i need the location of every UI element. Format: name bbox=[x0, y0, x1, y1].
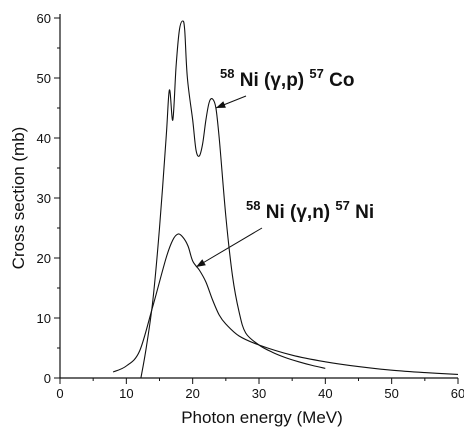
y-tick-label-10: 10 bbox=[37, 311, 51, 326]
y-tick-label-50: 50 bbox=[37, 71, 51, 86]
axes bbox=[59, 14, 458, 379]
annotation-gamma-p-product-mass: 57 bbox=[309, 66, 323, 81]
x-axis-title: Photon energy (MeV) bbox=[181, 408, 343, 427]
y-tick-label-30: 30 bbox=[37, 191, 51, 206]
x-tick-label-20: 20 bbox=[185, 386, 199, 401]
arrow-head-0 bbox=[215, 101, 226, 108]
series-lines bbox=[112, 20, 459, 379]
y-tick-label-40: 40 bbox=[37, 131, 51, 146]
ticks: 0 10 20 30 40 50 60 0 10 20 30 40 50 60 bbox=[37, 11, 464, 401]
series-line-1 bbox=[112, 233, 459, 375]
x-tick-label-40: 40 bbox=[318, 386, 332, 401]
annotation-gamma-p-product: Co bbox=[329, 70, 354, 91]
y-tick-label-60: 60 bbox=[37, 11, 51, 26]
x-tick-label-0: 0 bbox=[56, 386, 63, 401]
y-tick-label-0: 0 bbox=[44, 371, 51, 386]
annotation-arrows bbox=[195, 95, 263, 268]
arrow-line-1 bbox=[195, 227, 263, 268]
annotation-gamma-p-reaction: (γ,p) bbox=[264, 70, 304, 91]
annotation-gamma-n-product-mass: 57 bbox=[335, 198, 349, 213]
svg-text:58 Ni (γ,p): 58 Ni (γ,p) 57 Co bbox=[220, 62, 355, 91]
x-tick-label-10: 10 bbox=[119, 386, 133, 401]
y-tick-label-20: 20 bbox=[37, 251, 51, 266]
x-tick-label-30: 30 bbox=[252, 386, 266, 401]
annotation-gamma-n-element: Ni bbox=[266, 202, 285, 223]
arrow-head-1 bbox=[195, 259, 206, 267]
y-axis-title: Cross section (mb) bbox=[9, 127, 28, 270]
x-tick-label-50: 50 bbox=[384, 386, 398, 401]
annotation-gamma-n-mass: 58 bbox=[246, 198, 260, 213]
annotation-gamma-n-reaction: (γ,n) bbox=[290, 202, 330, 223]
annotation-gamma-n: 58 Ni (γ,n) 57 Ni bbox=[246, 194, 374, 223]
annotation-gamma-n-product: Ni bbox=[355, 202, 374, 223]
annotation-gamma-p-element: Ni bbox=[240, 70, 259, 91]
x-tick-label-60: 60 bbox=[451, 386, 464, 401]
annotation-gamma-p: 58 Ni (γ,p) 57 Co bbox=[220, 62, 355, 91]
svg-text:58 Ni (γ,n): 58 Ni (γ,n) 57 Ni bbox=[246, 194, 374, 223]
annotation-gamma-p-mass: 58 bbox=[220, 66, 234, 81]
